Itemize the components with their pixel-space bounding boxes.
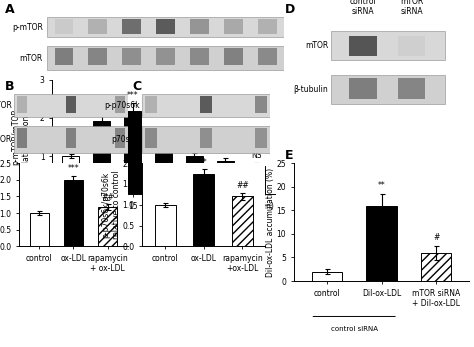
Bar (142, 127, 270, 153)
Bar (156, 48, 175, 65)
Bar (312, 272, 342, 281)
Bar (224, 19, 243, 34)
Bar (349, 78, 376, 99)
Text: β-tubulin: β-tubulin (293, 85, 328, 94)
Bar (146, 96, 157, 113)
Bar (248, 166, 265, 194)
Bar (232, 196, 253, 246)
Bar (258, 48, 277, 65)
Text: **: ** (98, 103, 106, 112)
Bar (122, 19, 141, 34)
Bar (14, 94, 128, 117)
Y-axis label: p-p70s6k/p70s6k
relative to control: p-p70s6k/p70s6k relative to control (101, 170, 121, 239)
Text: **: ** (200, 158, 208, 167)
Text: ***: *** (127, 91, 138, 100)
Bar (124, 111, 141, 194)
Bar (146, 128, 157, 147)
Text: p-mTOR: p-mTOR (0, 101, 12, 110)
Bar (155, 145, 172, 194)
Bar (191, 48, 210, 65)
Bar (62, 156, 79, 194)
Bar (201, 128, 212, 147)
Y-axis label: p-mTOR/mTOR
relative to control: p-mTOR/mTOR relative to control (11, 103, 31, 171)
Bar (331, 75, 445, 103)
Text: p70s6k: p70s6k (112, 135, 140, 144)
Text: C: C (133, 80, 142, 93)
Bar (217, 161, 234, 194)
Bar (122, 48, 141, 65)
Bar (156, 19, 175, 34)
Bar (17, 128, 27, 147)
Text: #: # (433, 233, 439, 242)
Bar (17, 96, 27, 113)
Text: mTOR: mTOR (0, 135, 12, 144)
Bar (66, 96, 76, 113)
Bar (258, 19, 277, 34)
Text: mTOR: mTOR (19, 54, 43, 62)
Text: NS: NS (220, 146, 231, 155)
Bar (89, 19, 108, 34)
Bar (64, 180, 83, 246)
Bar (349, 35, 376, 56)
Bar (66, 128, 76, 147)
Bar (115, 128, 125, 147)
Text: NS: NS (158, 129, 169, 138)
Bar (193, 174, 214, 246)
Text: ***: *** (68, 164, 79, 173)
Bar (89, 48, 108, 65)
Bar (191, 19, 210, 34)
Text: NS: NS (189, 141, 200, 150)
Bar (331, 31, 445, 60)
Bar (155, 205, 176, 246)
Bar (47, 46, 284, 70)
Bar (255, 128, 267, 147)
Bar (224, 48, 243, 65)
Bar (115, 96, 125, 113)
Bar (93, 121, 110, 194)
Text: ##: ## (236, 181, 249, 190)
Text: ##: ## (101, 193, 114, 202)
Bar (98, 207, 117, 246)
Bar (14, 127, 128, 153)
Text: mTOR
siRNA: mTOR siRNA (400, 0, 423, 16)
Text: **: ** (378, 181, 385, 190)
Bar (55, 19, 73, 34)
Text: control
siRNA: control siRNA (349, 0, 376, 16)
Bar (55, 48, 73, 65)
Bar (142, 94, 270, 117)
Y-axis label: DiI-ox-LDL accumulation (%): DiI-ox-LDL accumulation (%) (266, 168, 275, 277)
Bar (398, 35, 425, 56)
Bar (186, 156, 203, 194)
Bar (421, 253, 451, 281)
Text: p-mTOR: p-mTOR (12, 23, 43, 32)
Text: A: A (5, 3, 14, 16)
Text: p-p70s6k: p-p70s6k (104, 101, 140, 110)
Bar (366, 205, 397, 281)
Bar (47, 17, 284, 37)
Text: NS: NS (251, 151, 262, 160)
Text: control siRNA: control siRNA (331, 326, 378, 332)
Text: D: D (284, 3, 295, 16)
Bar (201, 96, 212, 113)
Text: E: E (284, 149, 293, 162)
Text: mTOR: mTOR (305, 41, 328, 50)
Bar (30, 213, 49, 246)
Bar (255, 96, 267, 113)
Bar (398, 78, 425, 99)
Text: B: B (5, 80, 14, 93)
